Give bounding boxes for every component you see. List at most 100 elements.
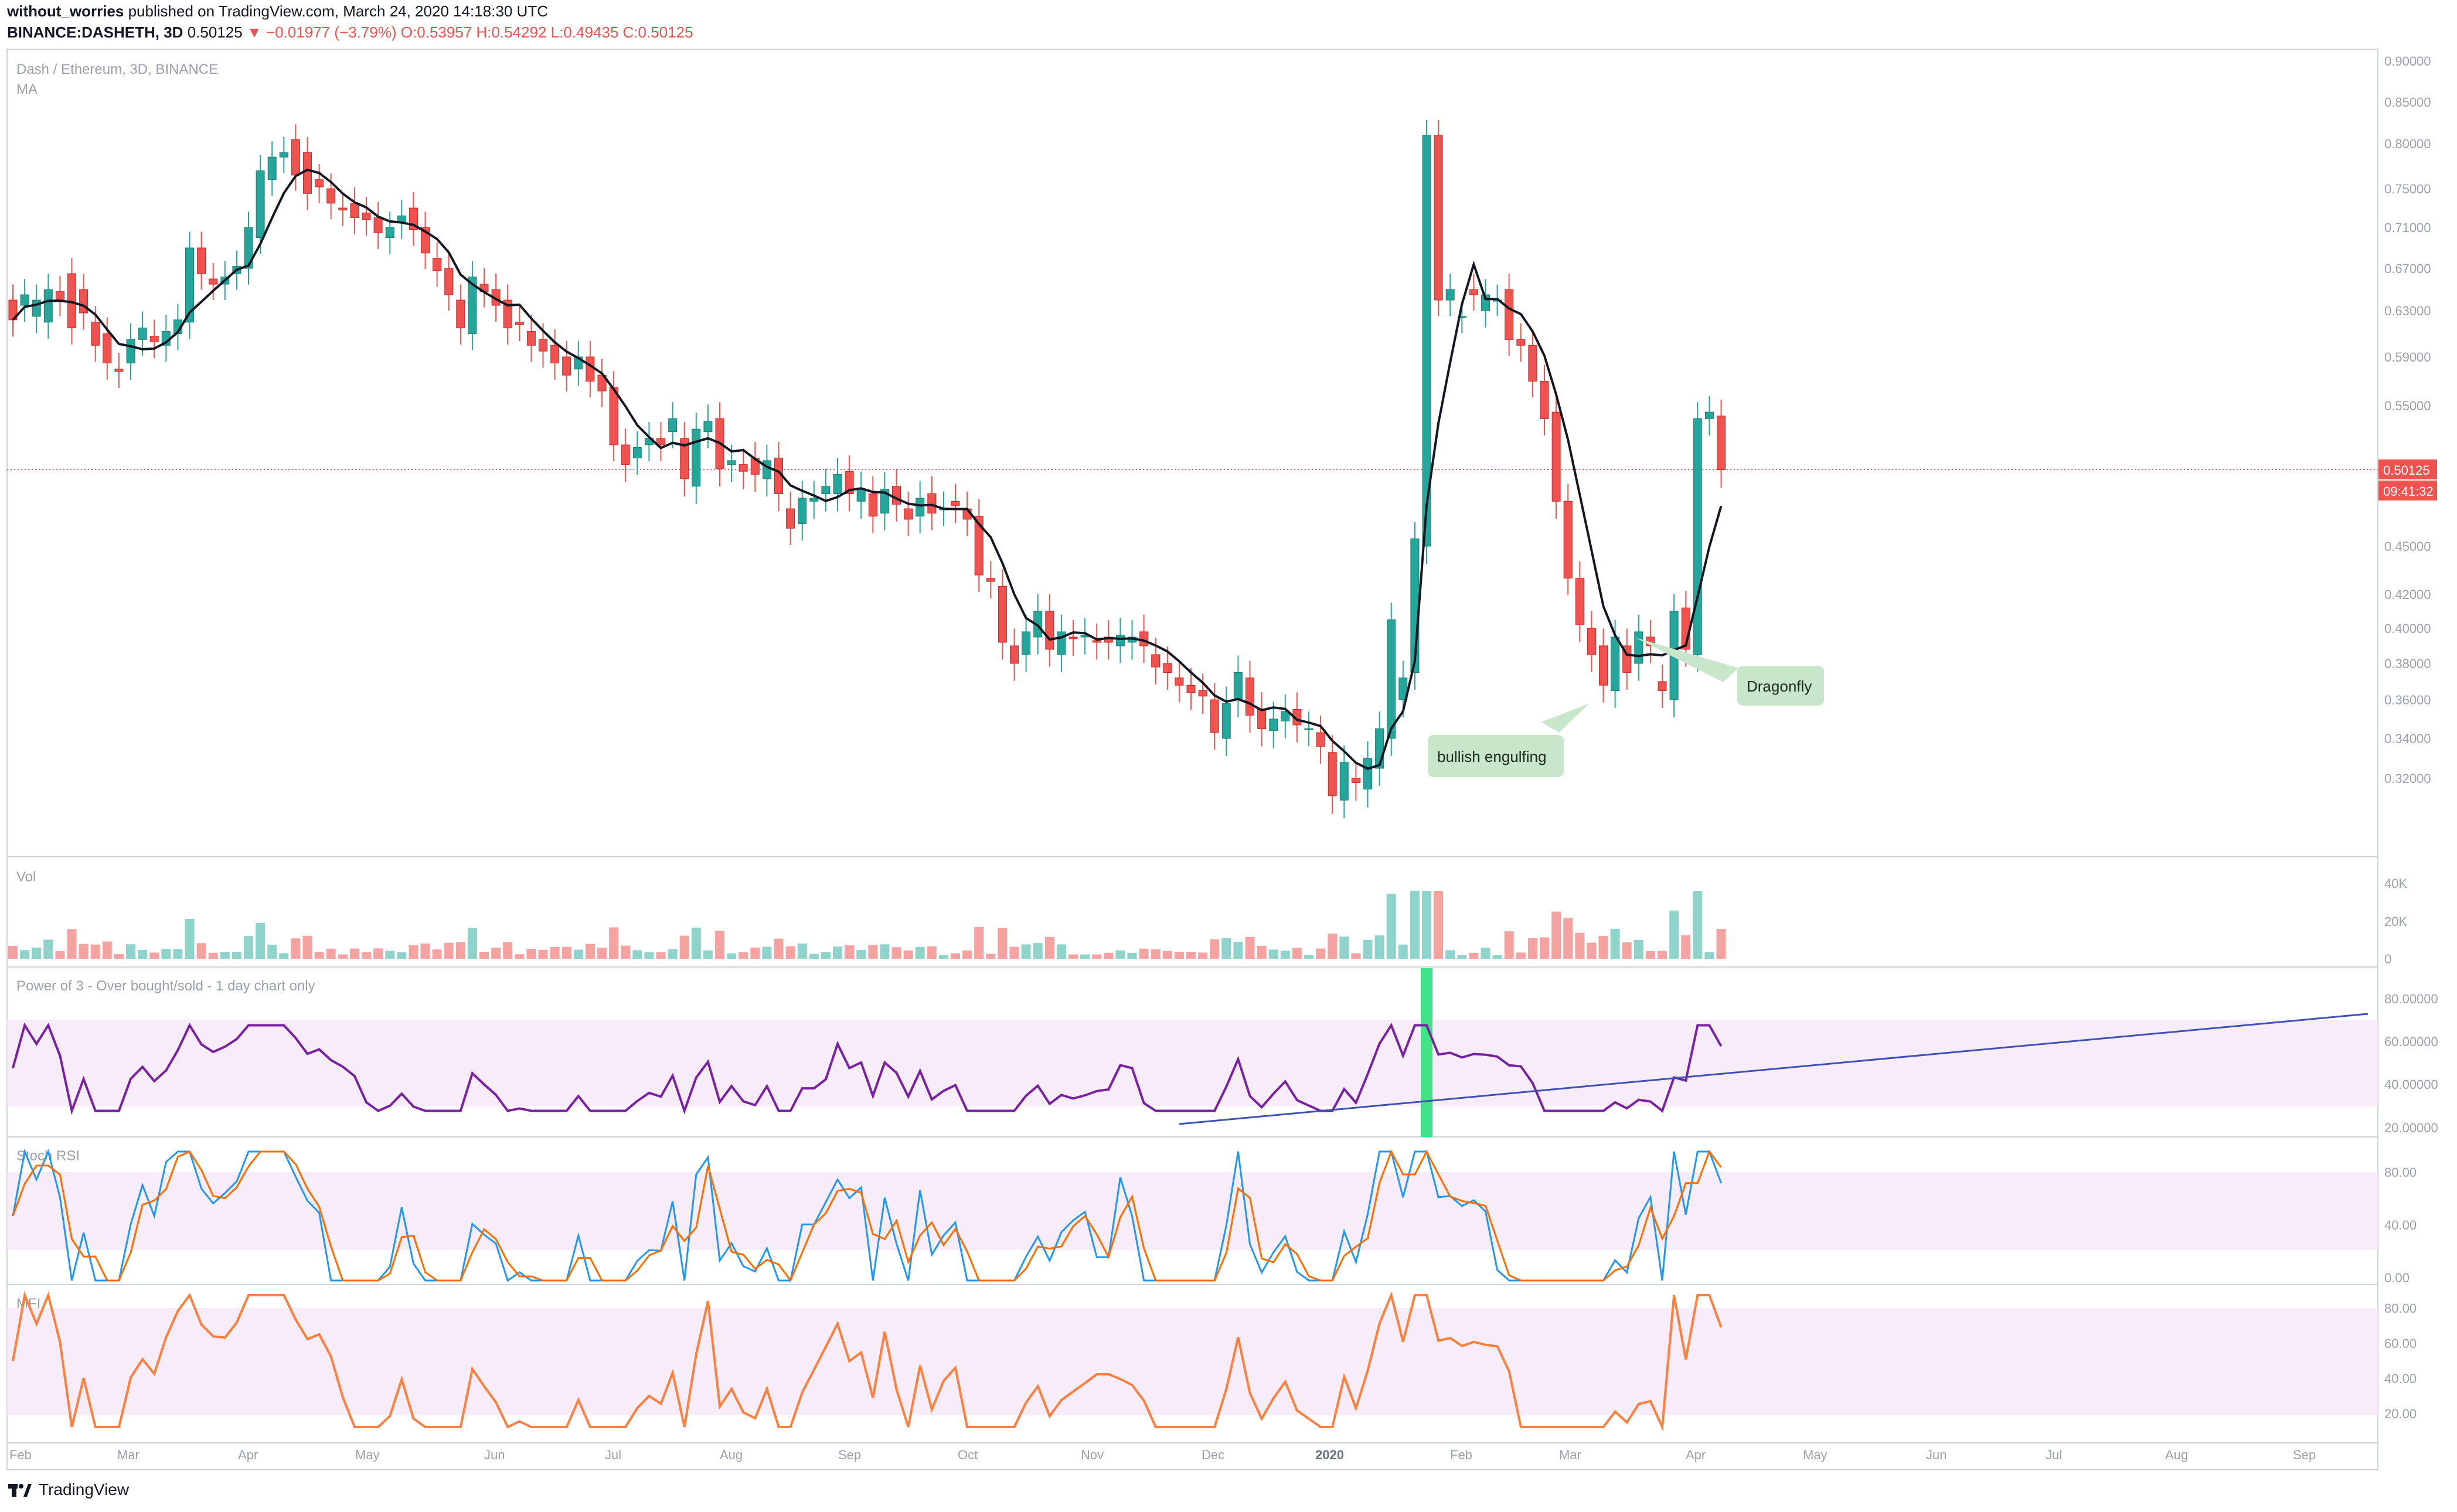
last-price-tag: 0.50125 09:41:32 [2378,459,2437,500]
time-label: Mar [117,1448,139,1462]
volume-bars [8,891,1726,959]
candle-body [632,447,642,458]
mfi-axis[interactable]: 80.00 60.00 40.00 20.00 [2384,1301,2417,1421]
po3-trendline[interactable] [1179,1013,2368,1125]
volume-bar [444,942,454,959]
candle-body [1210,699,1219,733]
candle-body [539,339,547,352]
volume-bar [1645,951,1655,959]
candle-body [703,421,713,433]
bullish-engulfing-callout[interactable]: bullish engulfing [1428,703,1590,777]
volume-bar [762,946,772,959]
candle-body [1221,703,1231,739]
candle-body [1328,752,1337,796]
volume-bar [821,952,831,959]
candle-body [1351,778,1360,783]
candle-body [916,498,925,517]
candle-body [821,486,831,495]
candle-body [1139,631,1149,646]
volume-bar [561,946,571,959]
candle-body [762,460,771,479]
candle-body [114,369,124,372]
volume-bar [927,946,937,959]
price-axis[interactable]: 0.90000 0.85000 0.80000 0.75000 0.71000 … [2384,54,2431,786]
price-tick: 0.40000 [2384,621,2431,636]
volume-bar [326,948,336,959]
candle-body [1457,316,1466,318]
volume-bar [1386,893,1396,959]
candle-body [786,508,795,529]
time-label: Aug [720,1448,743,1462]
candle-body [1563,500,1573,579]
candle-body [1587,628,1596,655]
time-label: Oct [958,1448,978,1462]
candle-body [326,188,336,204]
candle-body [998,585,1007,643]
candle-body [892,486,901,505]
volume-bar [1056,944,1066,959]
volume-bar [538,949,548,959]
po3-line [12,1022,1723,1115]
volume-bar [8,946,18,959]
time-label: Mar [1559,1448,1581,1462]
time-label: Sep [2293,1448,2316,1462]
dragonfly-callout[interactable]: Dragonfly [1635,638,1824,706]
candle-body [1434,135,1443,301]
volume-axis[interactable]: 40K 20K 0 [2384,876,2407,966]
time-label: May [1803,1448,1828,1462]
time-label: Sep [838,1448,861,1462]
volume-bar [1198,952,1208,959]
symbol-info: BINANCE:DASHETH, 3D 0.50125 ▼ −0.01977 (… [7,23,693,42]
volume-bar [1351,953,1361,959]
volume-bar [1527,938,1537,959]
volume-bar [279,953,289,959]
time-axis[interactable]: Feb Mar Apr May Jun Jul Aug Sep Oct Nov … [9,1448,2316,1462]
po3-band [7,1020,2378,1106]
candles [8,120,1726,818]
price-tick: 0.85000 [2384,95,2431,110]
candle-body [385,227,394,238]
candle-body [692,428,701,487]
volume-bar [915,946,925,959]
volume-bar [809,953,819,959]
volume-bar [679,935,689,959]
candle-body [951,500,960,506]
candle-body [1611,636,1620,691]
stoch-axis[interactable]: 80.00 40.00 0.00 [2384,1165,2417,1285]
time-label: May [355,1448,380,1462]
brand-footer[interactable]: TradingView [7,1480,129,1499]
stoch-k-line [12,1148,1722,1282]
time-label: 2020 [1315,1448,1344,1462]
volume-bar [1151,949,1161,959]
candle-body [338,207,348,210]
po3-tick: 40.00000 [2384,1077,2438,1092]
candle-body [1092,640,1101,643]
volume-bar [962,950,972,959]
volume-bar [1233,942,1243,959]
volume-bar [385,951,395,959]
volume-bar [1115,950,1125,959]
po3-axis[interactable]: 80.00000 60.00000 40.00000 20.00000 [2384,992,2438,1135]
volume-bar [1009,946,1019,959]
price-tick: 0.55000 [2384,399,2431,413]
volume-bar [67,929,77,959]
candle-body [1175,677,1184,686]
volume-bar [1186,951,1196,959]
volume-bar [1257,946,1267,959]
volume-bar [691,927,701,959]
candle-body [244,227,253,269]
volume-bar [668,949,678,959]
volume-bar [1174,952,1184,959]
volume-bar [1080,954,1090,959]
volume-bar [1563,918,1573,959]
author-name[interactable]: without_worries [7,2,124,20]
volume-bar [138,949,148,959]
volume-bar [161,949,171,959]
volume-bar [1104,952,1114,959]
vol-tick: 20K [2384,914,2407,929]
candle-body [680,438,689,479]
volume-bar [1280,951,1290,959]
candle-body [350,203,359,218]
candle-body [1115,635,1125,646]
